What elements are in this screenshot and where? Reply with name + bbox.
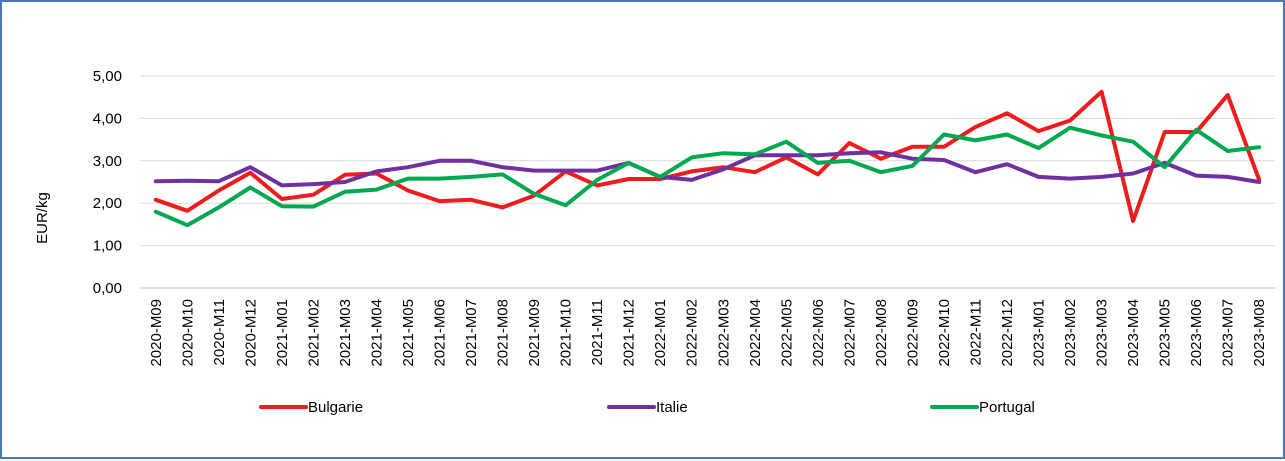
y-tick-label: 0,00 — [93, 280, 122, 297]
x-tick-label: 2021-M10 — [558, 299, 575, 367]
x-tick-label: 2021-M12 — [621, 299, 638, 367]
x-tick-label: 2022-M06 — [810, 299, 827, 367]
x-tick-label: 2022-M03 — [715, 299, 732, 367]
series-line-bulgarie — [153, 89, 1262, 223]
series-line-portugal — [153, 125, 1262, 228]
x-tick-label: 2021-M05 — [400, 299, 417, 367]
x-tick-label: 2022-M04 — [747, 299, 764, 367]
x-tick-label: 2022-M01 — [652, 299, 669, 367]
x-tick-label: 2023-M06 — [1188, 299, 1205, 367]
x-tick-label: 2023-M05 — [1157, 299, 1174, 367]
x-tick-label: 2021-M03 — [337, 299, 354, 367]
x-tick-label: 2023-M08 — [1251, 299, 1268, 367]
x-tick-label: 2022-M05 — [778, 299, 795, 367]
x-tick-label: 2021-M02 — [305, 299, 322, 367]
x-tick-label: 2023-M03 — [1094, 299, 1111, 367]
legend-label-bulgarie: Bulgarie — [308, 399, 363, 416]
x-tick-label: 2021-M08 — [495, 299, 512, 367]
x-tick-label: 2021-M09 — [526, 299, 543, 367]
y-axis-ticks: 0,00 1,00 2,00 3,00 4,00 5,00 — [93, 68, 122, 297]
x-tick-label: 2023-M02 — [1062, 299, 1079, 367]
legend-label-portugal: Portugal — [979, 399, 1035, 416]
y-tick-label: 3,00 — [93, 153, 122, 170]
y-axis-label: EUR/kg — [34, 192, 51, 244]
x-tick-label: 2021-M11 — [589, 299, 606, 365]
x-tick-label: 2021-M07 — [463, 299, 480, 367]
x-tick-label: 2021-M01 — [274, 299, 291, 367]
x-tick-label: 2020-M11 — [211, 299, 228, 365]
x-tick-label: 2022-M12 — [999, 299, 1016, 367]
x-tick-label: 2022-M07 — [841, 299, 858, 367]
x-tick-label: 2022-M11 — [967, 299, 984, 365]
y-tick-label: 2,00 — [93, 195, 122, 212]
y-tick-label: 5,00 — [93, 68, 122, 85]
y-tick-label: 1,00 — [93, 238, 122, 255]
x-tick-label: 2020-M09 — [148, 299, 165, 367]
series-lines — [153, 89, 1262, 228]
x-tick-label: 2022-M02 — [684, 299, 701, 367]
x-axis-ticks: 2020-M09 2020-M10 2020-M11 2020-M12 2021-M01… — [148, 299, 1268, 367]
legend: Bulgarie Italie Portugal — [259, 399, 1035, 416]
x-tick-label: 2022-M08 — [873, 299, 890, 367]
x-tick-label: 2023-M07 — [1220, 299, 1237, 367]
x-tick-label: 2022-M09 — [904, 299, 921, 367]
x-tick-label: 2023-M04 — [1125, 299, 1142, 367]
x-tick-label: 2022-M10 — [936, 299, 953, 367]
series-line-italie — [153, 150, 1262, 188]
x-tick-label: 2021-M06 — [432, 299, 449, 367]
x-tick-label: 2020-M12 — [242, 299, 259, 367]
legend-label-italie: Italie — [656, 399, 688, 416]
x-tick-label: 2020-M10 — [179, 299, 196, 367]
gridlines — [140, 75, 1275, 289]
x-tick-label: 2023-M01 — [1031, 299, 1048, 367]
x-tick-label: 2021-M04 — [368, 299, 385, 367]
y-tick-label: 4,00 — [93, 110, 122, 127]
